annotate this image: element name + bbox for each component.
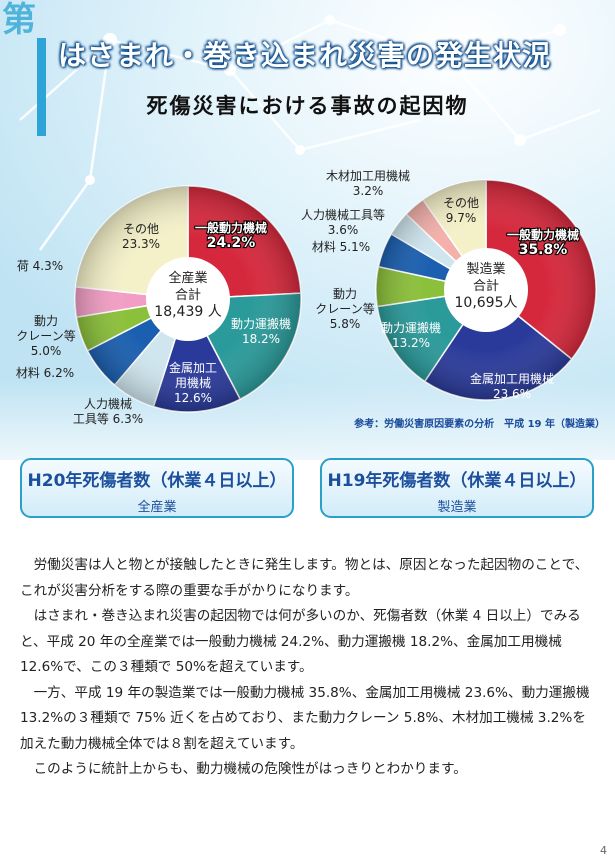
pie-slice-label: 3.2% [353,184,384,198]
pie-slice-label: その他 [443,196,479,210]
pie-slice-label: 13.2% [392,336,430,350]
caption-subtitle: 製造業 [437,500,477,515]
pie-slice-label: 23.3% [122,237,160,251]
pie-slice-label: 23.6% [493,387,531,401]
page-title: はさまれ・巻き込まれ災害の発生状況 [58,39,552,72]
pie-slice-label: クレーン等 [16,329,75,343]
pie-slice-label: クレーン等 [315,302,374,316]
page-number: 4 [600,844,607,857]
pie-slice-label: 用機械 [175,375,211,390]
source-note: 参考：労働災害原因要素の分析 平成 19 年（製造業） [354,419,605,430]
paragraph: 労働災害は人と物とが接触したときに発生します。物とは、原因となった起因物のことで… [20,557,589,599]
pie-slice-label: 荷 4.3% [17,259,63,273]
pie-slice-label: その他 [123,222,159,236]
pie-center-label: 18,439 人 [154,304,221,320]
pie-slice-label: 木材加工用機械 [326,168,410,183]
pie-slice-label: 3.6% [328,223,359,237]
pie-slice-label: 動力 [34,314,58,328]
pie-slice-label: 5.0% [31,344,62,358]
pie-slice-label: 一般動力機械 [195,220,267,235]
caption-subtitle: 全産業 [137,500,177,515]
caption-all-industries: H20年死傷者数（休業４日以上） 全産業 [20,458,294,518]
pie-center-label: 製造業 [466,261,505,277]
caption-title: H19年死傷者数（休業４日以上） [327,471,587,491]
pie-slice-label: 9.7% [446,211,477,225]
pie-slice-label: 一般動力機械 [507,227,579,242]
pie-slice-label: 人力機械 [84,396,132,411]
pie-slice-label: 35.8% [519,242,568,258]
pie-slice-label: 動力 [333,287,357,301]
pie-slice-label: 工具等 6.3% [73,412,143,426]
title-accent-bar [37,38,46,136]
pie-center-label: 合計 [175,287,201,303]
pie-center-label: 合計 [473,278,499,294]
pie-slice-label: 18.2% [242,332,280,346]
page-subtitle: 死傷災害における事故の起因物 [146,94,469,118]
pie-slice-label: 材料 6.2% [16,366,74,380]
pie-slice-label: 5.8% [330,317,361,331]
pie-slice-label: 12.6% [174,391,212,405]
pie-center-label: 全産業 [168,270,207,286]
pie-center [444,248,528,332]
pie-slice-label: 人力機械工具等 [301,207,385,222]
pie-slice-label: 動力運搬機 [231,316,291,331]
pie-slice-label: 動力運搬機 [381,320,441,335]
pie-slice-label: 材料 5.1% [312,240,370,254]
paragraph: はさまれ・巻き込まれ災害の起因物では何が多いのか、死傷者数（休業 4 日以上）で… [20,608,581,675]
pie-slice-label: 金属加工用機械 [470,371,554,386]
paragraph: このように統計上からも、動力機械の危険性がはっきりとわかります。 [33,761,467,777]
caption-manufacturing: H19年死傷者数（休業４日以上） 製造業 [320,458,594,518]
chapter-mark: 第 [2,0,36,40]
caption-title: H20年死傷者数（休業４日以上） [27,471,287,491]
pie-slice-label: 24.2% [207,235,256,251]
pie-slice-label: 金属加工 [169,360,217,375]
pie-center [146,257,230,341]
pie-center-label: 10,695人 [455,295,518,311]
paragraph: 一方、平成 19 年の製造業では一般動力機械 35.8%、金属加工用機械 23.… [20,684,590,752]
body-text: 労働災害は人と物とが接触したときに発生します。物とは、原因となった起因物のことで… [20,553,595,783]
